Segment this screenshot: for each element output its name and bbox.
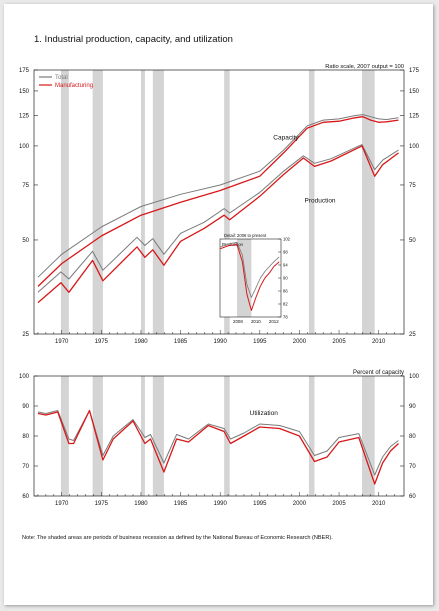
top-ytick-label-left: 100 bbox=[19, 144, 30, 150]
inset-ytick-label: 82 bbox=[283, 302, 288, 307]
inset-ytick-label: 102 bbox=[283, 237, 291, 242]
bottom-recession-band-3 bbox=[140, 376, 145, 496]
bottom-recession-band-2 bbox=[92, 376, 103, 496]
inset-ytick-label: 94 bbox=[283, 263, 288, 268]
bottom-ytick-label-left: 80 bbox=[22, 434, 29, 440]
top-production-manufacturing-line bbox=[37, 145, 399, 304]
top-scale-label: Ratio scale, 2007 output = 100 bbox=[325, 64, 404, 70]
bottom-xtick-label: 2000 bbox=[293, 501, 307, 507]
inset-xtick-label: 2008 bbox=[233, 319, 243, 324]
top-ytick-label-right: 75 bbox=[409, 183, 416, 189]
top-recession-band-2 bbox=[92, 70, 103, 334]
report-page: 1. Industrial production, capacity, and … bbox=[4, 4, 433, 605]
top-xtick-label: 1995 bbox=[253, 339, 267, 345]
bottom-manufacturing-line bbox=[37, 409, 399, 485]
top-recession-band-1 bbox=[60, 70, 69, 334]
bottom-xtick-label: 1995 bbox=[253, 501, 267, 507]
bottom-ytick-label-left: 70 bbox=[22, 464, 29, 470]
top-ytick-label-left: 150 bbox=[19, 89, 30, 95]
top-xtick-label: 1975 bbox=[95, 339, 109, 345]
bottom-ytick-label-left: 60 bbox=[22, 494, 29, 500]
top-recession-band-4 bbox=[152, 70, 164, 334]
top-annotation-production: Production bbox=[304, 197, 335, 204]
inset-ytick-label: 86 bbox=[283, 289, 288, 294]
bottom-xtick-label: 2005 bbox=[332, 501, 346, 507]
bottom-annotation-utilization: Utilization bbox=[250, 410, 279, 417]
top-xtick-label: 1985 bbox=[174, 339, 188, 345]
bottom-recession-band-6 bbox=[308, 376, 315, 496]
top-xtick-label: 1970 bbox=[55, 339, 69, 345]
top-recession-band-6 bbox=[308, 70, 315, 334]
top-xtick-label: 2000 bbox=[293, 339, 307, 345]
bottom-xtick-label: 1985 bbox=[174, 501, 188, 507]
top-xtick-label: 1980 bbox=[134, 339, 148, 345]
top-ytick-label-right: 175 bbox=[409, 68, 420, 74]
top-recession-band-7 bbox=[362, 70, 375, 334]
bottom-xtick-label: 1975 bbox=[95, 501, 109, 507]
top-annotation-capacity: Capacity bbox=[273, 134, 299, 141]
top-production-total-line bbox=[37, 144, 399, 293]
bottom-ytick-label-right: 100 bbox=[409, 374, 420, 380]
inset-xtick-label: 2012 bbox=[269, 319, 279, 324]
top-plot-frame bbox=[33, 69, 405, 335]
bottom-xtick-label: 1980 bbox=[134, 501, 148, 507]
bottom-xtick-label: 1990 bbox=[214, 501, 228, 507]
top-ytick-label-left: 125 bbox=[19, 114, 30, 120]
top-ytick-label-right: 50 bbox=[409, 238, 416, 244]
inset-manufacturing-line bbox=[219, 244, 280, 311]
inset-title: Detail: 2006 to present bbox=[224, 233, 267, 238]
chart-figure: 25 25 50 50 75 75 100 100 125 125 150 150 175 175 1970… bbox=[19, 64, 420, 507]
bottom-ytick-label-left: 90 bbox=[22, 404, 29, 410]
figure-title: 1. Industrial production, capacity, and … bbox=[34, 34, 233, 45]
inset-ytick-label: 78 bbox=[283, 315, 288, 320]
top-ytick-label-right: 25 bbox=[409, 332, 416, 338]
bottom-ytick-label-right: 60 bbox=[409, 494, 416, 500]
inset-ylabel: Production bbox=[222, 242, 244, 247]
inset-xtick-label: 2010 bbox=[251, 319, 261, 324]
bottom-ytick-label-right: 80 bbox=[409, 434, 416, 440]
top-ytick-label-right: 100 bbox=[409, 144, 420, 150]
legend-label-total: Total bbox=[55, 75, 68, 81]
legend-label-manufacturing: Manufacturing bbox=[55, 83, 93, 89]
bottom-ytick-label-left: 100 bbox=[19, 374, 30, 380]
bottom-recession-band-1 bbox=[60, 376, 69, 496]
inset-ytick-label: 90 bbox=[283, 276, 288, 281]
bottom-xtick-label: 2010 bbox=[372, 501, 386, 507]
bottom-ytick-label-right: 70 bbox=[409, 464, 416, 470]
top-xtick-label: 1990 bbox=[214, 339, 228, 345]
figure-note: Note: The shaded areas are periods of bu… bbox=[22, 535, 333, 541]
bottom-recession-band-4 bbox=[152, 376, 164, 496]
top-capacity-manufacturing-line bbox=[37, 116, 399, 287]
top-ytick-label-left: 75 bbox=[22, 183, 29, 189]
bottom-xtick-label: 1970 bbox=[55, 501, 69, 507]
inset-ytick-label: 98 bbox=[283, 250, 288, 255]
inset-total-line bbox=[219, 241, 280, 298]
top-ytick-label-left: 175 bbox=[19, 68, 30, 74]
top-recession-band-3 bbox=[140, 70, 145, 334]
top-xtick-label: 2010 bbox=[372, 339, 386, 345]
top-recession-band-5 bbox=[224, 70, 230, 334]
top-ytick-label-left: 50 bbox=[22, 238, 29, 244]
bottom-ylabel: Percent of capacity bbox=[353, 370, 404, 376]
top-capacity-total-line bbox=[37, 114, 399, 278]
top-ytick-label-left: 25 bbox=[22, 332, 29, 338]
top-xtick-label: 2005 bbox=[332, 339, 346, 345]
top-ytick-label-right: 150 bbox=[409, 89, 420, 95]
top-ytick-label-right: 125 bbox=[409, 114, 420, 120]
bottom-ytick-label-right: 90 bbox=[409, 404, 416, 410]
